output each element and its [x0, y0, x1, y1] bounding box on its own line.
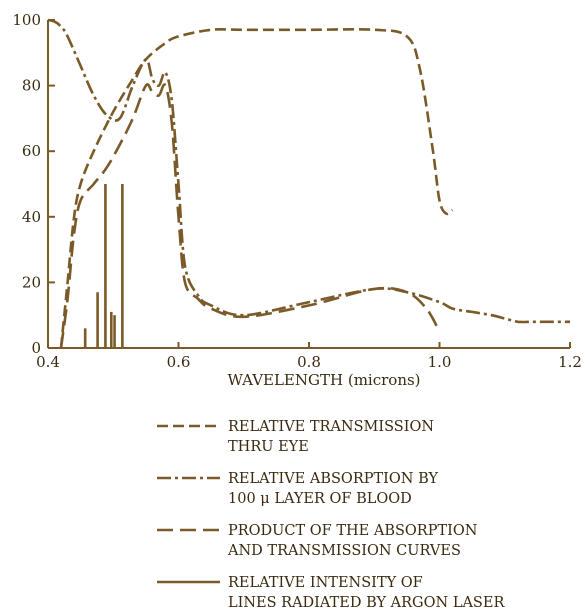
- series-line-2: [47, 18, 570, 324]
- legend-label-line2: 100 μ LAYER OF BLOOD: [228, 491, 412, 507]
- x-tick-label: 1.0: [428, 353, 452, 371]
- legend-label-line1: RELATIVE ABSORPTION BY: [228, 471, 438, 487]
- x-axis-title: WAVELENGTH (microns): [227, 371, 420, 389]
- legend-label-line1: PRODUCT OF THE ABSORPTION: [228, 523, 478, 539]
- y-tick-label: 80: [22, 77, 41, 95]
- x-tick-label: 0.4: [36, 353, 60, 371]
- legend-item: RELATIVE INTENSITY OF LINES RADIATED BY A…: [157, 575, 505, 611]
- legend: RELATIVE TRANSMISSION THRU EYE RELATIVE AB…: [157, 419, 505, 611]
- y-tick-label: 0: [31, 339, 41, 357]
- x-tick-label: 0.6: [167, 353, 191, 371]
- series-layer: [47, 18, 570, 349]
- series-line-3: [59, 83, 441, 349]
- legend-item: RELATIVE ABSORPTION BY 100 μ LAYER OF BLO…: [157, 471, 438, 507]
- x-tick-label: 1.2: [558, 353, 582, 371]
- legend-item: PRODUCT OF THE ABSORPTION AND TRANSMISSIO…: [157, 523, 478, 559]
- axes: 0 20 40 60 80 100 0.4 0.6 0.8 1.0 1.2: [12, 11, 582, 371]
- series-line-1: [59, 28, 454, 349]
- legend-label-line2: LINES RADIATED BY ARGON LASER: [228, 595, 505, 611]
- legend-label-line1: RELATIVE TRANSMISSION: [228, 419, 434, 435]
- y-tick-label: 100: [12, 11, 41, 29]
- y-tick-label: 20: [22, 273, 41, 291]
- legend-label-line2: AND TRANSMISSION CURVES: [227, 543, 461, 559]
- y-tick-label: 40: [22, 208, 41, 226]
- x-tick-label: 0.8: [297, 353, 321, 371]
- legend-label-line2: THRU EYE: [228, 439, 309, 455]
- legend-item: RELATIVE TRANSMISSION THRU EYE: [157, 419, 434, 455]
- y-tick-label: 60: [22, 142, 41, 160]
- legend-label-line1: RELATIVE INTENSITY OF: [228, 575, 423, 591]
